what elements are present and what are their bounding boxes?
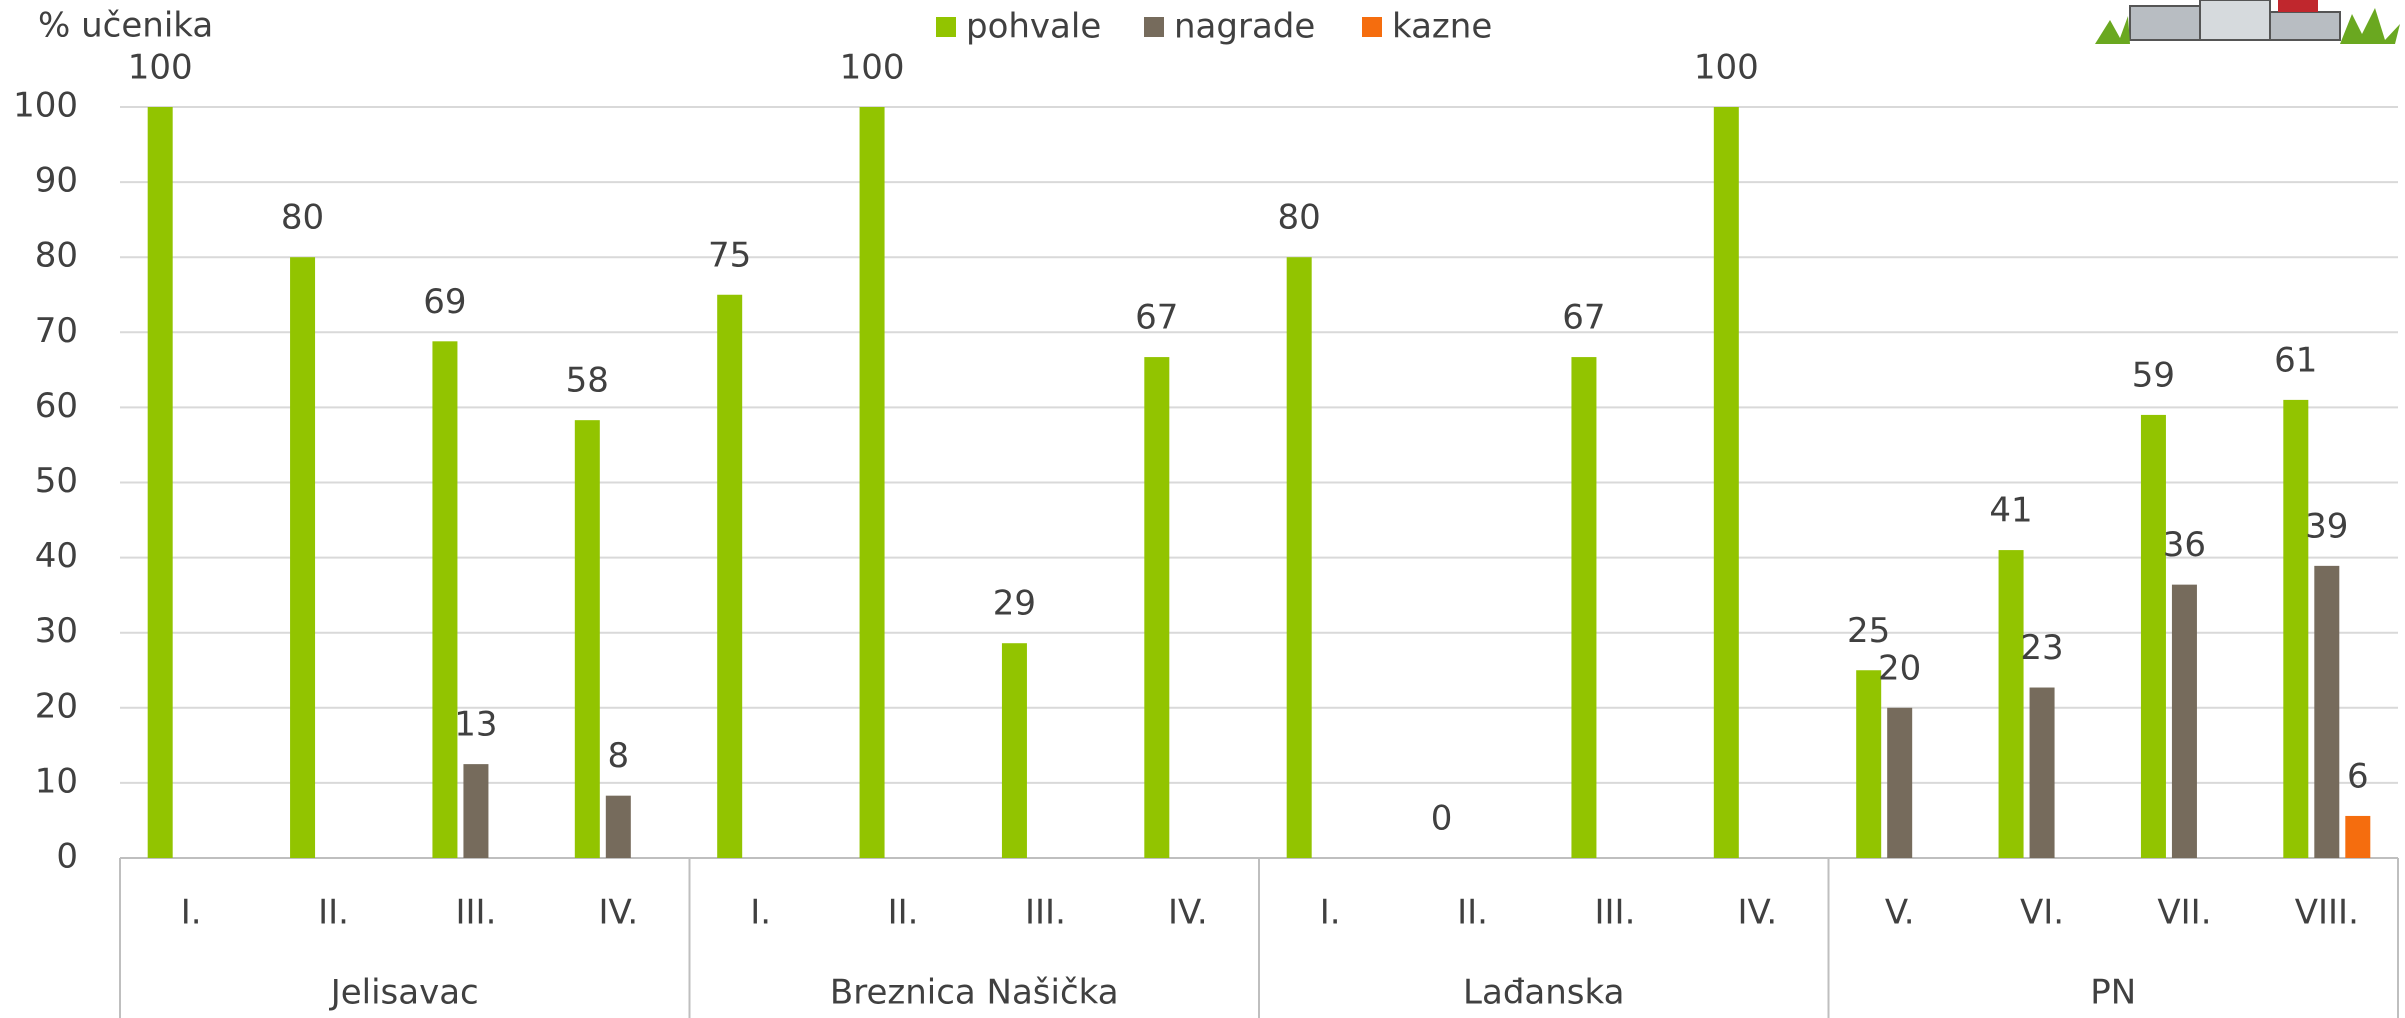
x-tick-label: VII. xyxy=(2157,893,2211,933)
bar xyxy=(290,257,315,858)
x-tick-label: II. xyxy=(1457,893,1488,933)
legend-swatch xyxy=(1362,17,1382,37)
x-tick-label: II. xyxy=(318,893,349,933)
data-label: 80 xyxy=(281,198,324,238)
bar xyxy=(2030,688,2055,858)
bar xyxy=(432,341,457,858)
bar xyxy=(575,420,600,858)
bar xyxy=(463,764,488,858)
data-label: 6 xyxy=(2347,756,2369,796)
bar xyxy=(1887,708,1912,858)
y-tick-label: 30 xyxy=(35,611,78,651)
bar xyxy=(860,107,885,858)
x-tick-label: VIII. xyxy=(2295,893,2359,933)
data-label: 0 xyxy=(1431,799,1453,839)
data-label: 80 xyxy=(1278,198,1321,238)
data-label: 59 xyxy=(2132,355,2175,395)
y-tick-label: 0 xyxy=(56,837,78,877)
data-label: 75 xyxy=(708,235,751,275)
bar xyxy=(1571,357,1596,858)
y-tick-label: 60 xyxy=(35,386,78,426)
y-tick-label: 90 xyxy=(35,161,78,201)
data-label: 25 xyxy=(1847,611,1890,651)
x-tick-label: IV. xyxy=(1737,893,1777,933)
bar xyxy=(606,796,631,858)
x-tick-label: IV. xyxy=(1168,893,1208,933)
data-label: 69 xyxy=(423,282,466,322)
data-label: 100 xyxy=(128,48,193,88)
data-label: 100 xyxy=(840,48,905,88)
x-tick-label: IV. xyxy=(598,893,638,933)
x-tick-label: V. xyxy=(1885,893,1915,933)
data-label: 67 xyxy=(1135,298,1178,338)
legend-swatch xyxy=(1144,17,1164,37)
data-label: 8 xyxy=(607,736,629,776)
y-tick-label: 100 xyxy=(13,86,78,126)
chart: % učenika 0102030405060708090100Jelisava… xyxy=(0,0,2405,1018)
legend-label: kazne xyxy=(1392,7,1492,47)
data-label: 100 xyxy=(1694,48,1759,88)
y-tick-label: 70 xyxy=(35,311,78,351)
data-label: 29 xyxy=(993,584,1036,624)
data-label: 20 xyxy=(1878,648,1921,688)
x-tick-label: III. xyxy=(1025,893,1066,933)
bar xyxy=(2141,415,2166,858)
x-tick-label: I. xyxy=(1320,893,1341,933)
data-label: 41 xyxy=(1989,491,2032,531)
bar xyxy=(2345,816,2370,858)
data-label: 58 xyxy=(566,361,609,401)
bar xyxy=(1856,670,1881,858)
bar xyxy=(1002,643,1027,858)
legend-label: pohvale xyxy=(966,7,1101,47)
y-tick-label: 50 xyxy=(35,461,78,501)
y-tick-label: 40 xyxy=(35,536,78,576)
x-tick-label: II. xyxy=(888,893,919,933)
bar xyxy=(717,295,742,858)
y-tick-label: 80 xyxy=(35,236,78,276)
bar xyxy=(2283,400,2308,858)
y-tick-label: 10 xyxy=(35,761,78,801)
x-tick-label: VI. xyxy=(2020,893,2064,933)
bar xyxy=(1999,550,2024,858)
x-tick-label: I. xyxy=(181,893,202,933)
bar xyxy=(148,107,173,858)
data-label: 61 xyxy=(2274,340,2317,380)
y-axis-title: % učenika xyxy=(38,6,213,46)
legend-label: nagrade xyxy=(1174,7,1315,47)
data-label: 13 xyxy=(454,705,497,745)
page: % učenika 0102030405060708090100Jelisava… xyxy=(0,0,2405,1018)
group-label: Lađanska xyxy=(1463,973,1624,1013)
data-label: 36 xyxy=(2163,525,2206,565)
bar xyxy=(1714,107,1739,858)
bar xyxy=(1144,357,1169,858)
group-label: PN xyxy=(2090,973,2136,1013)
x-tick-label: III. xyxy=(1594,893,1635,933)
group-label: Jelisavac xyxy=(329,973,479,1013)
y-tick-label: 20 xyxy=(35,686,78,726)
x-tick-label: III. xyxy=(455,893,496,933)
group-label: Breznica Našička xyxy=(830,973,1119,1013)
data-label: 67 xyxy=(1562,298,1605,338)
data-label: 23 xyxy=(2020,628,2063,668)
data-label: 39 xyxy=(2305,506,2348,546)
bar xyxy=(2172,585,2197,858)
bar xyxy=(1287,257,1312,858)
legend-swatch xyxy=(936,17,956,37)
x-tick-label: I. xyxy=(750,893,771,933)
podium-icon xyxy=(2095,0,2400,44)
bar xyxy=(2314,566,2339,858)
